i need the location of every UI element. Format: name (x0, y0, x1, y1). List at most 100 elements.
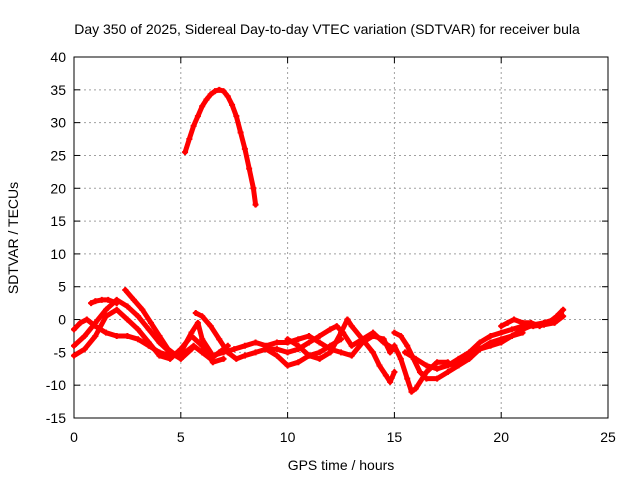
data-point-arc-10-6 (370, 332, 377, 339)
data-point-arc-7-2 (207, 323, 214, 330)
y-tick-label-2: -5 (54, 344, 67, 360)
data-point-arc-1-0 (71, 352, 77, 359)
data-point-arc-1-2 (92, 332, 99, 339)
data-point-arc-10-3 (338, 349, 344, 356)
data-point-arc-6-10 (273, 339, 280, 346)
y-tick-label-3: 0 (58, 312, 66, 328)
data-point-arc-4-4 (113, 300, 120, 307)
data-point-arc-high-6 (207, 91, 214, 98)
data-point-arc-1-1 (81, 346, 88, 353)
data-point-arc-high-10 (224, 93, 231, 100)
data-point-arc-5-5 (164, 346, 171, 353)
data-point-arc-10-5 (359, 339, 366, 346)
data-point-arc-1-6 (135, 326, 142, 333)
data-point-arc-2-7 (145, 326, 152, 333)
data-point-arc-6-8 (252, 339, 259, 346)
data-point-arc-10-13 (412, 385, 419, 392)
data-point-arc-9-0 (284, 336, 291, 343)
x-tick-label-1: 5 (177, 429, 185, 445)
data-point-arc-10-1 (316, 339, 323, 346)
data-point-arc-3-8 (145, 342, 152, 349)
data-point-arc-4-1 (92, 298, 99, 305)
data-point-arc-8-6 (327, 326, 334, 333)
data-point-arc-3-1 (77, 319, 84, 326)
data-point-arc-8-5 (316, 332, 323, 339)
data-point-arc-10-9 (391, 342, 398, 349)
data-point-arc-high-2 (190, 122, 197, 129)
data-point-arc-12-3 (434, 365, 441, 372)
data-point-arc-6-6 (231, 346, 238, 353)
y-tick-label-9: 30 (50, 115, 66, 131)
data-point-arc-high-5 (203, 96, 210, 103)
data-point-arc-9-11 (382, 372, 389, 379)
plot-frame (73, 56, 609, 419)
data-point-arc-14-1 (504, 319, 511, 326)
data-point-arc-6-1 (188, 329, 195, 336)
data-point-arc-9-9 (370, 349, 377, 356)
data-point-arc-7-5 (233, 355, 240, 362)
data-point-arc-13-2 (466, 352, 473, 359)
data-point-arc-11-5 (423, 375, 430, 382)
series-arc-6 (177, 319, 312, 359)
data-point-arc-11-4 (417, 369, 424, 376)
y-axis-label: SDTVAR / TECUs (5, 182, 21, 294)
data-point-arc-12-10 (508, 326, 515, 333)
data-point-arc-3-4 (103, 329, 110, 336)
data-point-arc-10-0 (305, 332, 312, 339)
data-point-arc-14-6 (545, 319, 552, 326)
data-point-arc-5-9 (199, 349, 206, 356)
data-point-arc-4-3 (105, 296, 112, 303)
data-point-arc-8-4 (305, 339, 312, 346)
data-point-arc-7-7 (252, 349, 259, 356)
data-point-arc-14-3 (519, 319, 526, 326)
data-point-arc-7-6 (241, 352, 248, 359)
data-point-arc-14-0 (498, 323, 505, 330)
data-point-arc-9-12 (387, 378, 394, 385)
data-point-arc-11-1 (397, 332, 404, 339)
series-arc-high (182, 86, 259, 208)
data-point-arc-1-14 (220, 355, 227, 362)
y-tick-label-0: -15 (46, 410, 66, 426)
data-point-arc-14-4 (528, 319, 535, 326)
y-tick-label-8: 25 (50, 147, 66, 163)
data-point-arc-1-5 (124, 316, 131, 323)
data-point-arc-high-16 (250, 185, 257, 192)
data-point-arc-5-0 (122, 287, 129, 294)
data-point-arc-high-1 (186, 136, 193, 143)
data-point-arc-5-1 (130, 296, 137, 303)
data-point-arc-9-5 (338, 329, 344, 336)
data-point-arc-4-2 (98, 296, 105, 303)
data-point-arc-high-3 (194, 113, 201, 120)
data-point-arc-8-0 (263, 346, 270, 353)
data-point-arc-14-5 (536, 323, 543, 330)
y-tick-label-11: 40 (50, 49, 66, 65)
data-point-arc-high-9 (220, 88, 227, 95)
data-point-arc-10-12 (408, 388, 415, 395)
data-point-arc-high-14 (241, 145, 248, 152)
data-series (71, 86, 567, 395)
data-point-arc-2-0 (71, 342, 77, 349)
data-point-arc-9-3 (316, 355, 323, 362)
data-point-arc-high-12 (233, 113, 240, 120)
data-point-arc-5-8 (190, 342, 197, 349)
y-tick-label-6: 15 (50, 213, 66, 229)
y-tick-label-10: 35 (50, 82, 66, 98)
data-point-arc-10-15 (434, 359, 441, 366)
data-point-arc-3-5 (113, 332, 120, 339)
data-point-arc-13-6 (508, 332, 515, 339)
data-point-arc-8-7 (333, 323, 340, 330)
data-point-arc-12-9 (498, 329, 505, 336)
data-point-arc-5-2 (139, 306, 146, 313)
grid-lines (74, 57, 608, 418)
data-point-arc-14-8 (560, 306, 567, 313)
data-point-arc-11-6 (434, 375, 441, 382)
data-point-arc-6-4 (209, 352, 216, 359)
x-tick-label-5: 25 (600, 429, 616, 445)
data-point-arc-7-9 (273, 352, 280, 359)
data-point-arc-2-5 (124, 303, 131, 310)
data-point-arc-12-1 (412, 355, 419, 362)
x-tick-label-2: 10 (280, 429, 296, 445)
data-point-arc-10-8 (387, 349, 394, 356)
x-axis-label: GPS time / hours (288, 457, 395, 473)
data-point-arc-2-3 (103, 306, 110, 313)
